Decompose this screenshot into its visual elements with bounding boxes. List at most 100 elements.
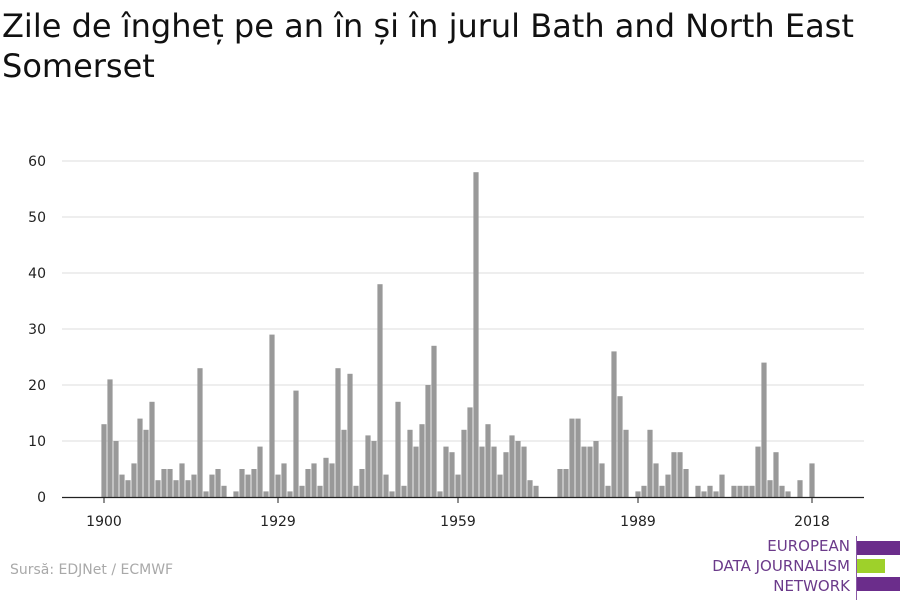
bar [335,368,341,497]
bar [683,469,689,497]
bar [161,469,167,497]
bar [305,469,311,497]
bar [767,480,773,497]
bar [137,418,143,497]
bar [503,452,509,497]
logo-line-1: EUROPEAN [767,537,850,555]
bar [587,446,593,497]
bar [731,485,737,497]
bar [509,435,515,497]
bar [341,429,347,497]
bar [179,463,185,497]
chart-title: Zile de îngheț pe an în și în jurul Bath… [2,7,854,85]
x-tick-label: 1900 [86,514,122,530]
bar [665,474,671,497]
bar [809,463,815,497]
bar [143,429,149,497]
bar [707,485,713,497]
bar [785,491,791,497]
bar [695,485,701,497]
bar [365,435,371,497]
y-tick-label: 10 [28,434,46,450]
y-tick-label: 30 [28,322,46,338]
bar [737,485,743,497]
bar [527,480,533,497]
bar [497,474,503,497]
x-axis: 1900 1929 1959 1989 2018 [62,496,864,530]
bar [197,368,203,497]
bar [425,385,431,497]
logo-line-2: DATA JOURNALISM [712,557,850,575]
bar [395,401,401,497]
bar [575,418,581,497]
bar [245,474,251,497]
x-tick-label: 1929 [260,514,296,530]
bar [113,441,119,497]
bar [677,452,683,497]
bar [413,446,419,497]
bar [353,485,359,497]
bar [641,485,647,497]
bar [521,446,527,497]
bar [749,485,755,497]
bar [485,424,491,497]
bar [119,474,125,497]
bar [155,480,161,497]
bar [401,485,407,497]
bar [701,491,707,497]
bar [251,469,257,497]
bar [389,491,395,497]
bar [293,390,299,497]
bar [203,491,209,497]
bar [611,351,617,497]
bar [605,485,611,497]
bar [569,418,575,497]
bar [317,485,323,497]
bar [149,401,155,497]
bar [437,491,443,497]
bar [515,441,521,497]
logo-bar-top [857,541,900,555]
bar [557,469,563,497]
y-tick-label: 20 [28,378,46,394]
bar [359,469,365,497]
bar [773,452,779,497]
x-tick-label: 1959 [440,514,476,530]
bar [755,446,761,497]
bar [173,480,179,497]
bar [383,474,389,497]
bar [581,446,587,497]
bar [329,463,335,497]
bar [101,424,107,497]
bar [479,446,485,497]
bar [215,469,221,497]
y-tick-label: 0 [37,490,46,506]
bar [287,491,293,497]
bar [281,463,287,497]
bar [593,441,599,497]
x-tick-label: 1989 [620,514,656,530]
bar [347,373,353,497]
bar [131,463,137,497]
bar [449,452,455,497]
bars [101,172,815,497]
bar [719,474,725,497]
logo-bar-bottom [857,577,900,591]
logo-line-3: NETWORK [773,577,850,595]
y-tick-label: 50 [28,210,46,226]
source-note: Sursă: EDJNet / ECMWF [10,562,174,578]
bar [797,480,803,497]
bar [257,446,263,497]
y-axis: 0 10 20 30 40 50 60 [28,154,46,506]
bar [635,491,641,497]
bar [311,463,317,497]
edjnet-logo: EUROPEAN DATA JOURNALISM NETWORK [700,536,900,600]
bar [233,491,239,497]
bar [563,469,569,497]
bar [377,284,383,497]
gridlines [62,160,864,442]
bar [617,396,623,497]
bar [407,429,413,497]
bar [431,345,437,497]
bar [761,362,767,497]
